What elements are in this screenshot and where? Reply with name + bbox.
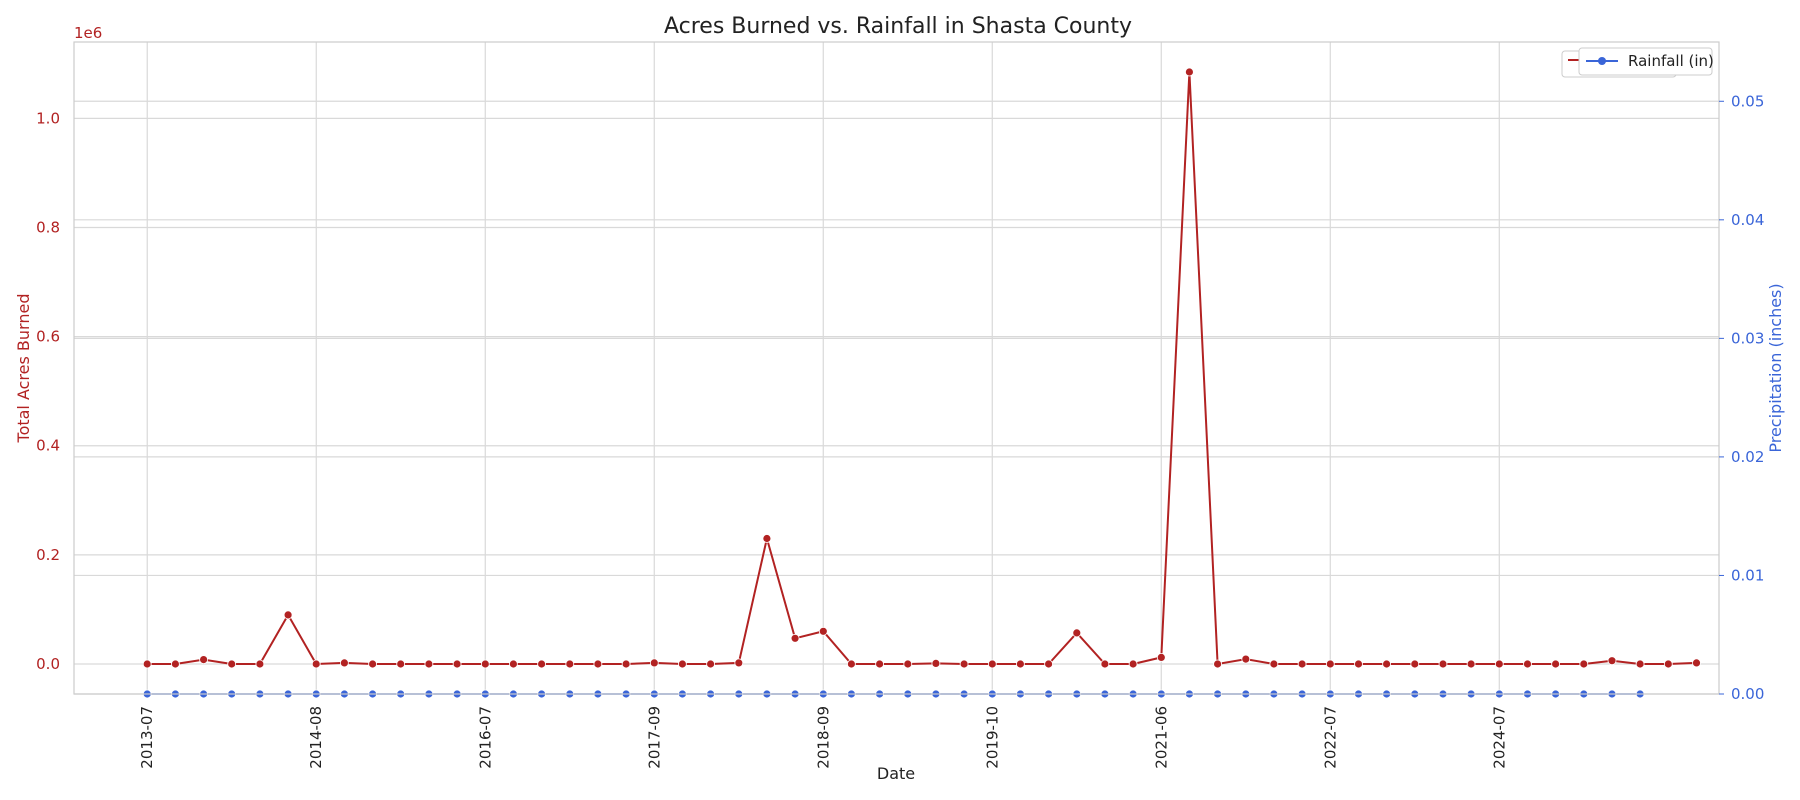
chart-title: Acres Burned vs. Rainfall in Shasta Coun…: [664, 14, 1132, 39]
data-point-acres-burned: [1072, 628, 1082, 638]
data-point-acres-burned: [818, 626, 828, 636]
data-point-acres-burned: [1128, 659, 1138, 669]
data-point-acres-burned: [1410, 659, 1420, 669]
x-axis-label: Date: [877, 764, 915, 783]
data-point-acres-burned: [1297, 659, 1307, 669]
data-point-acres-burned: [987, 659, 997, 669]
series-layer: [142, 67, 1701, 699]
x-tick-label: 2018-09: [814, 706, 832, 769]
right-tick-label: 0.04: [1731, 211, 1764, 229]
data-point-acres-burned: [1663, 659, 1673, 669]
data-point-acres-burned: [142, 659, 152, 669]
legend: Rainfall (in): [1578, 47, 1714, 76]
left-tick-label: 0.2: [36, 546, 60, 564]
left-tick-label: 0.4: [36, 437, 60, 455]
x-tick-label: 2019-10: [983, 706, 1001, 769]
data-point-acres-burned: [339, 658, 349, 668]
data-point-acres-burned: [931, 659, 941, 668]
grid: [74, 42, 1719, 695]
x-tick-label: 2021-06: [1152, 706, 1170, 769]
x-tick-label: 2013-07: [138, 706, 156, 769]
data-point-acres-burned: [1635, 659, 1645, 669]
data-point-acres-burned: [1325, 659, 1335, 669]
data-point-acres-burned: [593, 659, 603, 669]
data-point-acres-burned: [1382, 659, 1391, 669]
data-point-acres-burned: [1494, 659, 1504, 669]
data-point-acres-burned: [227, 659, 237, 669]
data-point-acres-burned: [1156, 653, 1166, 662]
left-axis: 0.0 0.2 0.4 0.6 0.8 1.0: [36, 109, 60, 673]
data-point-acres-burned: [1607, 656, 1617, 666]
right-axis-label: Precipitation (inches): [1766, 283, 1785, 452]
data-point-acres-burned: [424, 659, 434, 669]
right-tick-label: 0.05: [1731, 92, 1764, 110]
x-tick-label: 2016-07: [476, 706, 494, 769]
data-point-acres-burned: [1044, 659, 1053, 669]
left-axis-label: Total Acres Burned: [14, 294, 33, 444]
right-tick-label: 0.00: [1731, 685, 1764, 703]
legend-box: [1578, 47, 1713, 76]
data-point-acres-burned: [649, 658, 659, 668]
data-point-acres-burned: [1100, 659, 1110, 669]
data-point-acres-burned: [959, 659, 969, 669]
data-point-acres-burned: [1213, 659, 1222, 669]
data-point-acres-burned: [368, 659, 378, 669]
series-line-acres-burned: [147, 71, 1697, 666]
right-tick-label: 0.01: [1731, 566, 1764, 584]
data-point-acres-burned: [199, 655, 209, 664]
data-point-acres-burned: [1241, 654, 1251, 664]
data-point-acres-burned: [706, 659, 715, 669]
right-axis: 0.00 0.01 0.02 0.03 0.04 0.05: [1719, 92, 1764, 703]
data-point-acres-burned: [283, 610, 293, 620]
x-tick-label: 2024-07: [1490, 706, 1508, 769]
data-point-acres-burned: [480, 659, 490, 669]
data-point-acres-burned: [678, 659, 687, 669]
data-point-acres-burned: [762, 534, 772, 543]
data-point-acres-burned: [1016, 659, 1025, 669]
data-point-acres-burned: [537, 659, 546, 669]
data-point-acres-burned: [790, 633, 800, 643]
data-point-acres-burned: [1692, 658, 1701, 668]
plot-frame: [73, 41, 1720, 695]
data-point-acres-burned: [1438, 659, 1448, 669]
x-axis: 2013-07 2014-08 2016-07 2017-09 2018-09 2019-…: [138, 706, 1508, 769]
data-point-acres-burned: [311, 659, 321, 669]
data-point-acres-burned: [1354, 659, 1363, 669]
data-point-acres-burned: [509, 659, 518, 669]
data-point-acres-burned: [1579, 659, 1589, 669]
right-tick-label: 0.03: [1731, 329, 1764, 347]
left-axis-offset-label: 1e6: [74, 24, 102, 42]
right-tick-label: 0.02: [1731, 448, 1764, 466]
legend-swatch-marker: [1598, 57, 1606, 65]
left-tick-label: 1.0: [36, 109, 60, 127]
data-point-acres-burned: [1185, 67, 1194, 77]
left-tick-label: 0.8: [36, 219, 60, 237]
data-point-acres-burned: [1466, 659, 1476, 669]
x-tick-label: 2022-07: [1321, 706, 1339, 769]
data-point-acres-burned: [170, 659, 180, 669]
data-point-acres-burned: [452, 659, 462, 669]
data-point-acres-burned: [1269, 659, 1279, 669]
legend-label-rainfall: Rainfall (in): [1628, 52, 1714, 70]
x-tick-label: 2014-08: [307, 706, 325, 769]
data-point-acres-burned: [1551, 659, 1560, 669]
data-point-acres-burned: [396, 659, 406, 669]
data-point-acres-burned: [903, 659, 913, 669]
left-tick-label: 0.6: [36, 328, 60, 346]
data-point-acres-burned: [621, 659, 631, 669]
data-point-acres-burned: [734, 658, 744, 668]
data-point-acres-burned: [255, 659, 265, 669]
left-tick-label: 0.0: [36, 655, 60, 673]
data-point-acres-burned: [1523, 659, 1532, 669]
data-point-acres-burned: [847, 659, 856, 669]
x-tick-label: 2017-09: [645, 706, 663, 769]
data-point-acres-burned: [875, 659, 884, 669]
data-point-acres-burned: [565, 659, 575, 669]
